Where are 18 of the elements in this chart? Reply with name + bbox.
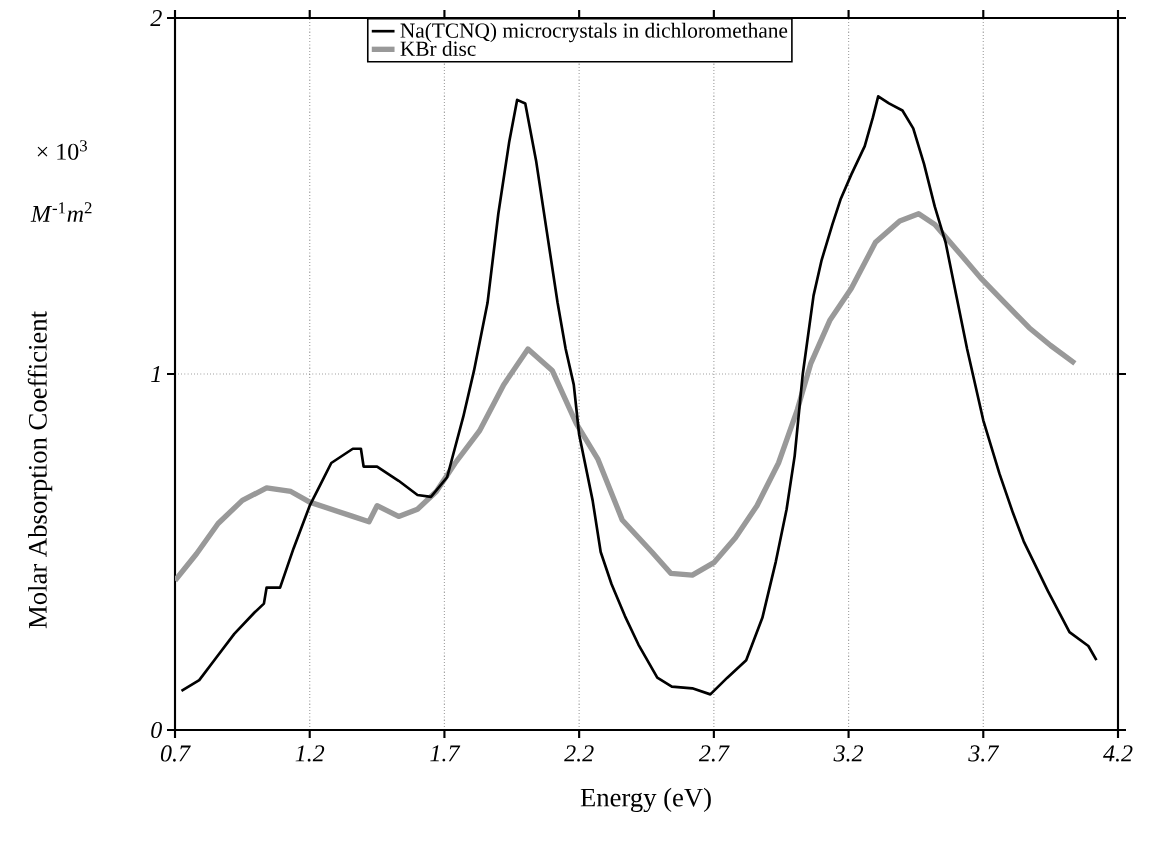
- x-tick-label: 2.2: [564, 745, 594, 762]
- legend-label: KBr disc: [400, 40, 476, 56]
- legend-label: Na(TCNQ) microcrystals in dichloromethane: [400, 22, 788, 43]
- y-tick-label: 0: [151, 721, 162, 739]
- y-axis-title: Molar Absorption Coefficient: [27, 311, 53, 629]
- y-tick-label: 1: [151, 366, 160, 382]
- x-tick-label: 1.7: [430, 745, 461, 762]
- x-axis-title: Energy (eV): [580, 787, 711, 813]
- x-tick-label: 3.7: [968, 745, 1000, 762]
- x-tick-label: 3.2: [833, 745, 864, 762]
- x-tick-label: 4.2: [1103, 745, 1133, 762]
- y-tick-label: 2: [150, 10, 162, 26]
- text: M$^{-1}$m$^{2}$: [30, 202, 92, 222]
- line-series: [180, 94, 1098, 696]
- x-tick-label: 1.2: [295, 745, 325, 762]
- text: × 10$^{3}$: [37, 140, 87, 160]
- x-tick-label: 2.7: [698, 745, 730, 762]
- x-tick-label: 0.7: [160, 745, 191, 762]
